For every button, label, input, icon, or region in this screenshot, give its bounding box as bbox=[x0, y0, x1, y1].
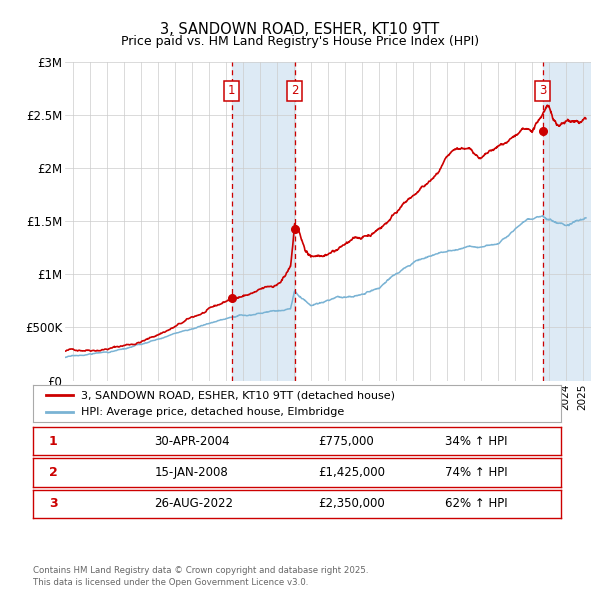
Bar bbox=[542, 62, 591, 381]
Text: Contains HM Land Registry data © Crown copyright and database right 2025.
This d: Contains HM Land Registry data © Crown c… bbox=[33, 566, 368, 587]
Text: £1,425,000: £1,425,000 bbox=[318, 466, 385, 479]
Text: 15-JAN-2008: 15-JAN-2008 bbox=[154, 466, 228, 479]
Text: 26-AUG-2022: 26-AUG-2022 bbox=[154, 497, 233, 510]
Text: 2: 2 bbox=[291, 84, 298, 97]
Text: 1: 1 bbox=[49, 435, 58, 448]
Text: £2,350,000: £2,350,000 bbox=[318, 497, 385, 510]
Text: 74% ↑ HPI: 74% ↑ HPI bbox=[445, 466, 508, 479]
Text: 2: 2 bbox=[49, 466, 58, 479]
Text: 1: 1 bbox=[228, 84, 235, 97]
Text: £775,000: £775,000 bbox=[318, 435, 374, 448]
Text: Price paid vs. HM Land Registry's House Price Index (HPI): Price paid vs. HM Land Registry's House … bbox=[121, 35, 479, 48]
Text: 62% ↑ HPI: 62% ↑ HPI bbox=[445, 497, 508, 510]
Bar bbox=[232, 62, 295, 381]
Text: 3, SANDOWN ROAD, ESHER, KT10 9TT (detached house): 3, SANDOWN ROAD, ESHER, KT10 9TT (detach… bbox=[80, 390, 395, 400]
Text: 3: 3 bbox=[49, 497, 58, 510]
Text: 30-APR-2004: 30-APR-2004 bbox=[154, 435, 230, 448]
Text: 3: 3 bbox=[539, 84, 547, 97]
Text: 34% ↑ HPI: 34% ↑ HPI bbox=[445, 435, 508, 448]
Text: HPI: Average price, detached house, Elmbridge: HPI: Average price, detached house, Elmb… bbox=[80, 407, 344, 417]
Text: 3, SANDOWN ROAD, ESHER, KT10 9TT: 3, SANDOWN ROAD, ESHER, KT10 9TT bbox=[160, 22, 440, 37]
